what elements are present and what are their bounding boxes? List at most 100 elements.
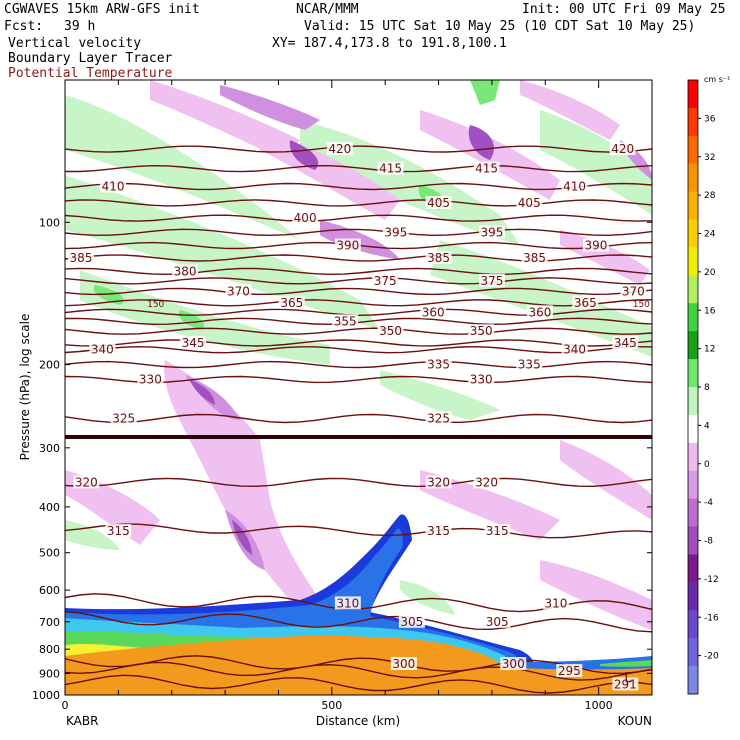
isentrope-label-bg — [278, 295, 305, 309]
isentrope-label: 405 — [518, 196, 541, 210]
colorbar-swatch — [688, 107, 698, 137]
isentrope-label: 335 — [427, 358, 450, 372]
colorbar-label: 4 — [704, 421, 710, 431]
isentrope-label: 315 — [427, 524, 450, 538]
w-band-pos-strong — [470, 80, 500, 105]
isentrope-label: 415 — [475, 162, 498, 176]
isentrope-label-bg — [100, 179, 127, 193]
isentrope-label: 375 — [374, 274, 397, 288]
isentrope-label: 330 — [139, 372, 162, 386]
w-pos-region — [65, 520, 120, 550]
y-tick-label: 200 — [39, 359, 60, 372]
isentrope-375 — [65, 277, 652, 285]
colorbar-label: -4 — [704, 498, 713, 508]
isentrope-label: 410 — [102, 180, 125, 194]
isentrope-label-bg — [225, 284, 252, 298]
w-neg-region — [560, 440, 652, 520]
isentrope-label-bg — [484, 524, 511, 538]
isentrope-300 — [65, 655, 652, 675]
field-vertical-velocity: Vertical velocity — [8, 36, 142, 51]
isentrope-label: 291 — [614, 677, 637, 691]
w-neg-region — [65, 470, 160, 545]
colorbar: 36 32 28 24 20 16 12 8 4 0 -4 -8 -12 -16 -20 — [687, 79, 719, 695]
isentrope-label-bg — [516, 195, 543, 209]
isentrope-label: 360 — [528, 305, 551, 319]
isentrope-label: 385 — [70, 251, 93, 265]
isentrope-340 — [65, 345, 652, 354]
colorbar-swatch — [688, 247, 698, 276]
isentrope-label-bg — [377, 161, 404, 175]
isentrope-295 — [65, 661, 652, 681]
isentrope-label-bg — [561, 179, 588, 193]
isentrope-label-bg — [73, 475, 100, 489]
isentrope-370 — [65, 287, 652, 296]
colorbar-swatch — [688, 331, 698, 360]
isentrope-label-bg — [516, 357, 543, 371]
left-endpoint-label: KABR — [66, 714, 98, 728]
vertical-velocity-field — [65, 80, 652, 630]
y-tick-label: 600 — [39, 584, 60, 597]
colorbar-label: -8 — [704, 537, 713, 547]
x-tick-label: 500 — [321, 699, 342, 712]
colorbar-swatch — [688, 470, 698, 500]
isentrope-label-bg — [473, 161, 500, 175]
isentrope-label: 395 — [480, 225, 503, 239]
plot-frame — [64, 79, 653, 696]
isentrope-label-bg — [620, 284, 647, 298]
colorbar-swatch — [688, 666, 698, 695]
w-band-pos-strong — [93, 285, 124, 305]
isentrope-label: 325 — [112, 411, 135, 425]
w-neg-region — [540, 560, 652, 630]
y-tick-label: 100 — [39, 216, 60, 229]
isentrope-label: 365 — [574, 296, 597, 310]
isentrope-label-bg — [478, 273, 505, 287]
isentrope-325 — [65, 413, 652, 424]
isentrope-label-bg — [372, 273, 399, 287]
colorbar-unit: cm s⁻¹ — [704, 75, 730, 84]
isentrope-label: 365 — [280, 296, 303, 310]
y-tick-label: 800 — [39, 643, 60, 656]
x-axis: 0 500 1000 — [62, 80, 653, 712]
isentrope-label: 315 — [107, 524, 130, 538]
colorbar-label: 36 — [704, 114, 716, 124]
isentrope-label-bg — [377, 324, 404, 338]
isentrope-400 — [65, 214, 652, 222]
isentrope-label: 340 — [91, 343, 114, 357]
isentrope-label: 310 — [336, 596, 359, 610]
right-endpoint-label: KOUN — [618, 714, 652, 728]
isentrope-label-bg — [382, 225, 409, 239]
isentrope-label: 300 — [392, 657, 415, 671]
field-potential-temperature: Potential Temperature — [8, 66, 173, 81]
y-tick-label: 400 — [39, 501, 60, 514]
colorbar-swatch — [688, 135, 698, 165]
isentrope-315 — [65, 523, 652, 539]
isentrope-label: 400 — [294, 211, 317, 225]
isentrope-label: 395 — [384, 225, 407, 239]
colorbar-swatch — [688, 414, 698, 444]
colorbar-swatch — [688, 191, 698, 221]
isentrope-label: 345 — [614, 336, 637, 350]
isentrope-label: 385 — [523, 251, 546, 265]
colorbar-label: -20 — [704, 652, 719, 662]
isentrope-label: 390 — [585, 239, 608, 253]
colorbar-label: 12 — [704, 345, 715, 355]
isentrope-365 — [65, 299, 652, 307]
isentrope-label-bg — [425, 251, 452, 265]
y-tick-label: 900 — [39, 667, 60, 680]
colorbar-swatch — [688, 498, 698, 528]
xy-endpoints: XY= 187.4,173.8 to 191.8,100.1 — [272, 36, 507, 51]
colorbar-swatch — [688, 554, 698, 583]
isentrope-355 — [65, 317, 652, 326]
isentrope-label-bg — [425, 475, 452, 489]
isentrope-label-bg — [68, 251, 95, 265]
isentrope-335 — [65, 360, 652, 369]
isentrope-label-bg — [484, 614, 511, 628]
isentrope-label-bg — [612, 335, 639, 349]
isentrope-label-bg — [425, 195, 452, 209]
isentrope-395 — [65, 228, 652, 237]
isentrope-360 — [65, 308, 652, 317]
isentrope-label: 315 — [486, 524, 509, 538]
w-neg-region — [420, 470, 560, 540]
field-boundary-layer-tracer: Boundary Layer Tracer — [8, 51, 173, 66]
